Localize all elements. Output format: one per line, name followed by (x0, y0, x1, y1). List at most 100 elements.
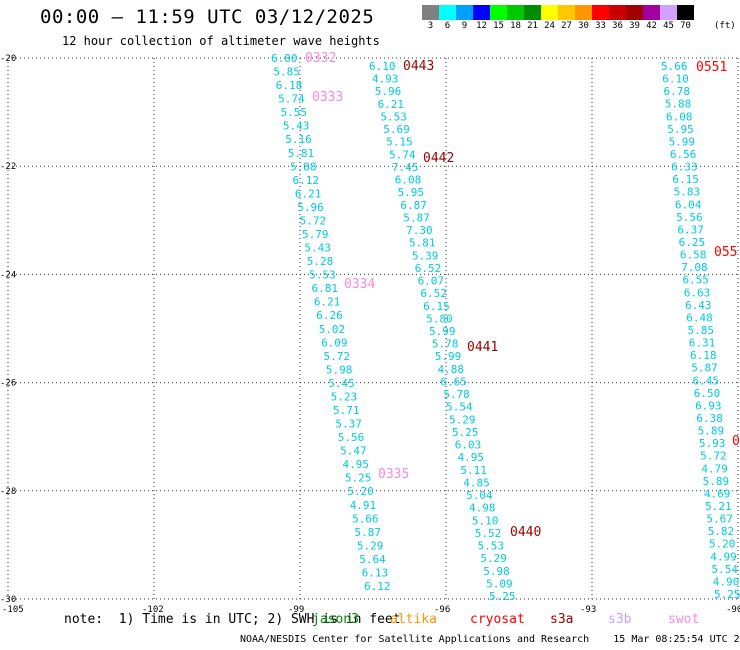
wave-height-value: 5.78 (443, 388, 470, 401)
wave-height-value: 5.29 (357, 539, 384, 552)
wave-height-value: 5.66 (352, 512, 379, 525)
legend-label: 6 (444, 21, 451, 31)
wave-height-value: 5.16 (285, 133, 312, 146)
legend-label: 21 (527, 21, 538, 31)
wave-height-value: 5.20 (709, 538, 736, 551)
wave-height-value: 5.98 (483, 565, 510, 578)
pass-time-label: 0441 (467, 340, 498, 355)
wave-height-value: 7.45 (392, 161, 419, 174)
wave-height-value: 6.09 (321, 336, 348, 349)
wave-height-value: 5.85 (273, 66, 300, 79)
wave-height-value: 5.20 (347, 485, 374, 498)
wave-height-value: 5.55 (281, 106, 308, 119)
wave-height-value: 4.95 (343, 458, 370, 471)
wave-height-value: 5.74 (278, 93, 305, 106)
y-tick-label: -24 (0, 270, 16, 280)
wave-height-value: 6.26 (316, 309, 343, 322)
wave-height-value: 6.45 (693, 374, 720, 387)
x-tick-label: -102 (142, 605, 164, 615)
wave-height-value: 6.15 (672, 173, 699, 186)
wave-height-value: 5.56 (338, 431, 365, 444)
wave-height-value: 6.12 (292, 174, 319, 187)
wave-height-value: 4.85 (463, 476, 490, 489)
legend-swatch (609, 5, 626, 20)
legend-label: 3 (427, 21, 434, 31)
wave-height-value: 5.89 (698, 425, 725, 438)
page-subtitle: 12 hour collection of altimeter wave hei… (62, 34, 380, 48)
y-tick-label: -28 (0, 487, 16, 497)
y-tick-label: -22 (0, 162, 16, 172)
wave-height-value: 7.08 (681, 261, 708, 274)
legend-label: 12 (476, 21, 487, 31)
wave-height-value: 6.93 (695, 399, 722, 412)
wave-height-value: 5.69 (383, 123, 410, 136)
wave-height-value: 5.88 (665, 98, 692, 111)
x-tick-label: -105 (2, 605, 24, 615)
wave-height-value: 5.25 (452, 426, 479, 439)
wave-height-value: 6.21 (314, 296, 341, 309)
wave-height-value: 5.99 (435, 350, 462, 363)
legend-swatch (575, 5, 592, 20)
wave-height-value: 5.81 (409, 237, 436, 250)
wave-height-value: 4.91 (350, 499, 377, 512)
wave-height-value: 4.90 (713, 575, 740, 588)
wave-height-value: 5.72 (300, 214, 327, 227)
legend-label: 70 (680, 21, 691, 31)
legend-label: 33 (595, 21, 606, 31)
pass-time-label: 0443 (403, 59, 434, 74)
wave-height-value: 5.29 (449, 413, 476, 426)
legend-label: 24 (544, 21, 555, 31)
wave-height-value: 5.67 (706, 513, 733, 526)
wave-height-value: 6.08 (395, 174, 422, 187)
wave-height-value: 6.63 (684, 286, 711, 299)
wave-height-value: 6.65 (440, 375, 467, 388)
legend-label: 42 (646, 21, 657, 31)
mission-name: s3a (550, 612, 574, 627)
wave-height-value: 5.87 (691, 362, 718, 375)
wave-height-value: 5.37 (335, 418, 362, 431)
pass-time-label: 055 (714, 245, 737, 260)
wave-height-value: 5.53 (478, 540, 505, 553)
wave-height-value: 5.53 (309, 269, 336, 282)
wave-height-value: 5.87 (354, 526, 381, 539)
wave-height-value: 6.00 (271, 52, 298, 65)
wave-height-value: 6.07 (418, 275, 445, 288)
wave-height-value: 4.93 (372, 73, 399, 86)
wave-height-value: 6.33 (671, 161, 698, 174)
wave-height-value: 6.13 (362, 566, 389, 579)
wave-height-value: 4.95 (458, 451, 485, 464)
pass-time-label: 0335 (378, 467, 409, 482)
wave-height-value: 5.98 (326, 363, 353, 376)
wave-height-value: 6.58 (680, 249, 707, 262)
wave-height-value: 6.52 (415, 262, 442, 275)
legend-swatch (439, 5, 456, 20)
legend-swatch (660, 5, 677, 20)
x-tick-label: -96 (434, 605, 450, 615)
pass-time-label: 0333 (312, 90, 343, 105)
wave-height-value: 5.28 (307, 255, 334, 268)
legend-label: 27 (561, 21, 572, 31)
legend-unit: (ft) (714, 21, 736, 31)
wave-height-value: 5.78 (432, 338, 459, 351)
wave-height-value: 6.38 (696, 412, 723, 425)
wave-height-value: 5.10 (472, 514, 499, 527)
wave-height-value: 5.25 (714, 588, 740, 601)
wave-height-value: 5.53 (380, 110, 407, 123)
legend-label: 36 (612, 21, 623, 31)
wave-height-value: 5.96 (375, 85, 402, 98)
wave-height-value: 5.52 (475, 527, 502, 540)
footer-note: note: 1) Time is in UTC; 2) SWH is in fe… (64, 612, 401, 627)
pass-time-label: 0332 (305, 51, 336, 66)
legend-swatch (490, 5, 507, 20)
legend-swatch (558, 5, 575, 20)
wave-height-value: 5.09 (486, 577, 512, 590)
wave-height-value: 5.64 (359, 553, 386, 566)
wave-height-value: 6.18 (690, 349, 717, 362)
mission-name: s3b (608, 612, 632, 627)
pass-time-label: 0 (732, 434, 740, 449)
wave-height-value: 5.45 (328, 377, 355, 390)
wave-height-value: 5.72 (323, 350, 350, 363)
pass-time-label: 0440 (510, 525, 541, 540)
legend-label: 45 (663, 21, 674, 31)
